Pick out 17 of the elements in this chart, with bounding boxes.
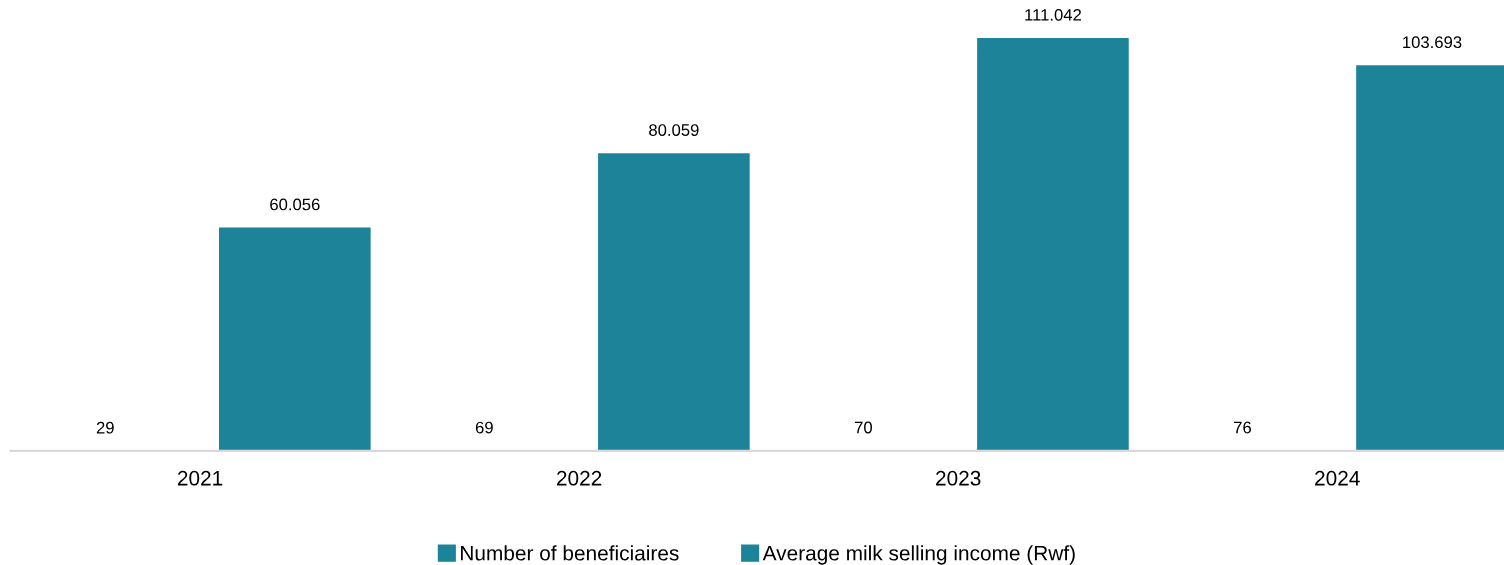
x-tick-label: 2022 xyxy=(556,470,602,486)
data-label: 70 xyxy=(854,421,873,434)
data-label: 69 xyxy=(475,421,493,434)
data-label: 80.059 xyxy=(649,124,699,136)
data-label: 103.693 xyxy=(1403,36,1462,49)
bar xyxy=(598,153,750,451)
data-label: 29 xyxy=(96,421,114,434)
x-tick-label: 2021 xyxy=(177,470,223,486)
x-tick-label: 2023 xyxy=(936,470,981,486)
bar xyxy=(219,227,371,451)
data-label: 60.056 xyxy=(270,198,320,211)
x-tick-label: 2024 xyxy=(1315,470,1360,486)
legend-label: Number of beneficiaires xyxy=(461,545,679,561)
data-label: 111.042 xyxy=(1025,8,1081,21)
data-label: 76 xyxy=(1234,421,1251,434)
bar xyxy=(977,37,1129,451)
legend-label: Average milk selling income (Rwf) xyxy=(762,545,1075,565)
